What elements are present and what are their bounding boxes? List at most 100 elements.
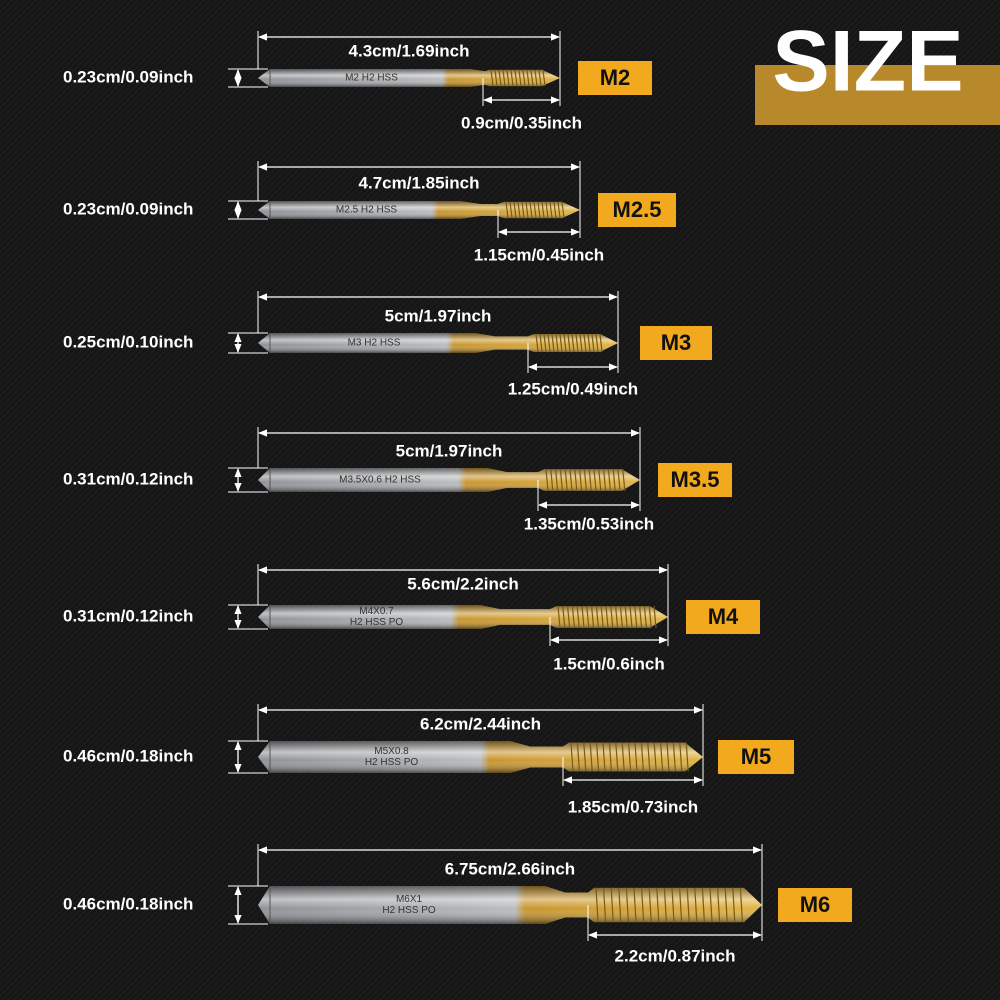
thread (581, 606, 585, 628)
tap-row: M3.5X0.6 H2 HSS 5cm/1.97inch 1.35cm/0.53in… (63, 427, 732, 533)
thread (672, 742, 676, 772)
thread (686, 887, 690, 923)
thread (602, 742, 606, 772)
thread (575, 333, 579, 353)
thread-length-label: 1.5cm/0.6inch (553, 654, 665, 673)
thread (571, 333, 575, 353)
thread (610, 887, 614, 923)
thread (617, 469, 621, 491)
thread (595, 606, 599, 628)
size-label: M3.5 (671, 467, 720, 492)
engraving: M3 H2 HSS (348, 338, 401, 349)
thread (506, 69, 510, 87)
diameter-label: 0.46cm/0.18inch (63, 746, 193, 765)
thread (529, 201, 533, 219)
thread (547, 333, 551, 353)
thread (564, 469, 568, 491)
thread (634, 606, 638, 628)
thread (494, 69, 498, 87)
thread (593, 469, 597, 491)
thread (576, 606, 580, 628)
engraving: M3.5X0.6 H2 HSS (339, 475, 421, 486)
thread (526, 69, 530, 87)
thread (610, 606, 614, 628)
thread (505, 201, 509, 219)
length-label: 4.3cm/1.69inch (349, 41, 470, 60)
thread (643, 606, 647, 628)
thread (685, 742, 689, 772)
thread (533, 201, 537, 219)
length-label: 6.2cm/2.44inch (420, 714, 541, 733)
engraving: M2 H2 HSS (345, 73, 398, 84)
engraving: H2 HSS PO (382, 905, 436, 916)
size-badge (578, 61, 652, 95)
thread (598, 469, 602, 491)
thread-length-label: 0.9cm/0.35inch (461, 113, 582, 132)
thread (567, 333, 571, 353)
thread (583, 469, 587, 491)
thread (615, 742, 619, 772)
thread (559, 469, 563, 491)
thread (591, 333, 595, 353)
diameter-label: 0.25cm/0.10inch (63, 332, 193, 351)
thread (622, 469, 626, 491)
thread (648, 887, 652, 923)
length-label: 6.75cm/2.66inch (445, 859, 575, 878)
thread-length-label: 1.15cm/0.45inch (474, 245, 604, 264)
thread (557, 606, 561, 628)
size-label: M2 (600, 65, 631, 90)
thread (619, 606, 623, 628)
diameter-label: 0.31cm/0.12inch (63, 469, 193, 488)
thread (534, 69, 538, 87)
thread (595, 333, 599, 353)
thread (579, 333, 583, 353)
tap-row: M4X0.7H2 HSS PO 5.6cm/2.2inch 1.5cm/0.6inc… (63, 564, 760, 673)
tap-row: M3 H2 HSS 5cm/1.97inch 1.25cm/0.49inch 0.25… (63, 291, 712, 398)
size-badge (640, 326, 712, 360)
thread (559, 333, 563, 353)
thread (666, 742, 670, 772)
title: SIZE (772, 14, 963, 110)
engraving: H2 HSS PO (350, 617, 404, 628)
thread (545, 469, 549, 491)
thread (535, 333, 539, 353)
thread (576, 742, 580, 772)
tap-row: M2.5 H2 HSS 4.7cm/1.85inch 1.15cm/0.45inch… (63, 161, 676, 264)
thread (634, 742, 638, 772)
size-badge (718, 740, 794, 774)
tap-row: M2 H2 HSS 4.3cm/1.69inch 0.9cm/0.35inch 0.2… (63, 31, 652, 132)
thread (595, 887, 599, 923)
thread (517, 201, 521, 219)
engraving: M6X1 (396, 894, 423, 905)
thread (633, 887, 637, 923)
diameter-label: 0.23cm/0.09inch (63, 199, 193, 218)
thread (701, 887, 705, 923)
thread (724, 887, 728, 923)
thread (653, 606, 657, 628)
thread (603, 887, 607, 923)
thread (621, 742, 625, 772)
thread (608, 742, 612, 772)
thread (545, 201, 549, 219)
thread (555, 333, 559, 353)
thread (518, 69, 522, 87)
thread (605, 606, 609, 628)
thread (641, 887, 645, 923)
thread (538, 69, 542, 87)
thread (543, 333, 547, 353)
size-badge (598, 193, 676, 227)
thread-length-label: 1.35cm/0.53inch (524, 514, 654, 533)
thread (571, 606, 575, 628)
thread (671, 887, 675, 923)
thread (498, 69, 502, 87)
thread (574, 469, 578, 491)
thread (557, 201, 561, 219)
thread (709, 887, 713, 923)
thread (629, 606, 633, 628)
size-badge (658, 463, 732, 497)
thread (562, 606, 566, 628)
thread (490, 69, 494, 87)
size-label: M6 (800, 892, 831, 917)
